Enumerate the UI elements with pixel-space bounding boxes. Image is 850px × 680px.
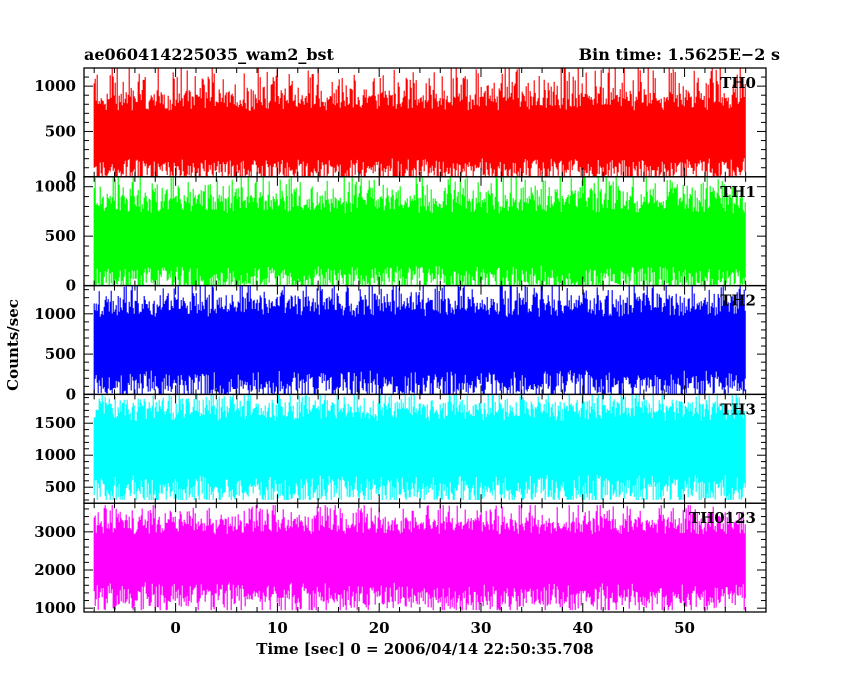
y-tick-label: 3000 [34,523,76,541]
x-tick-label: 20 [369,619,390,637]
panel-label: TH0123 [689,509,756,527]
x-tick-label: 30 [471,619,492,637]
x-tick-label: 0 [170,619,180,637]
panel-th2: 0 500 1000 TH2 [34,284,767,403]
y-tick-label: 1000 [34,305,76,323]
panel-frame [83,502,767,613]
bin-time-label: Bin time: 1.5625E−2 s [579,45,780,64]
x-tick-label: 40 [572,619,593,637]
panel-th0: 0 500 1000 TH0 [34,67,767,186]
panel-th0123: 1000 2000 3000 TH0123 [34,502,767,617]
series-th0 [93,68,746,177]
chart-title: ae060414225035_wam2_bst [84,45,335,64]
y-tick-label: 500 [45,345,76,363]
y-tick-label: 500 [45,122,76,140]
series-th3 [93,394,746,500]
y-tick-label: 1000 [34,178,76,196]
panel-th3: 500 1000 1500 TH3 [34,393,767,504]
panel-label: TH0 [720,74,756,92]
series-th2 [93,285,746,395]
x-axis: 0 10 20 30 40 50 [170,619,695,637]
panel-label: TH2 [720,292,756,310]
y-tick-label: 2000 [34,561,76,579]
y-tick-label: 500 [45,227,76,245]
series-th1 [93,176,746,286]
x-axis-title: Time [sec] 0 = 2006/04/14 22:50:35.708 [256,640,593,658]
x-tick-label: 50 [674,619,695,637]
y-tick-label: 0 [66,277,76,295]
y-tick-label: 0 [66,168,76,186]
panel-th1: 0 500 1000 TH1 [34,176,767,295]
series-th0123 [93,505,746,611]
y-tick-label: 500 [45,478,76,496]
y-tick-label: 0 [66,385,76,403]
panels: 0 500 1000 TH0 0 500 1000 TH1 0 500 1000 TH2 500 1000… [34,67,767,617]
x-tick-label: 10 [267,619,288,637]
y-tick-label: 1000 [34,77,76,95]
y-axis-title: Counts/sec [4,299,22,391]
y-tick-label: 1500 [34,414,76,432]
panel-label: TH1 [720,183,756,201]
y-tick-label: 1000 [34,599,76,617]
y-tick-label: 1000 [34,446,76,464]
panel-label: TH3 [720,400,756,418]
